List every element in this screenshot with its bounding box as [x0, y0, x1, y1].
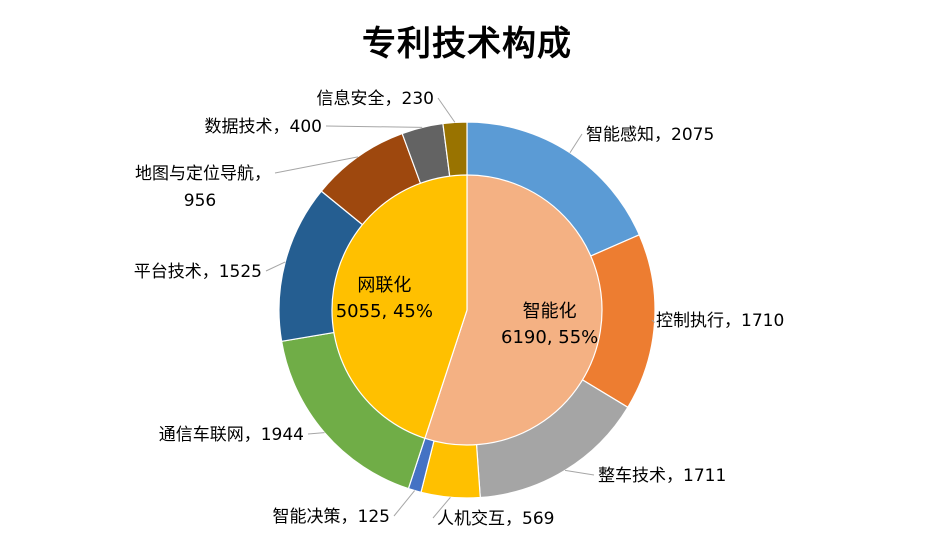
inner-label-value: 5055, 45%: [336, 301, 433, 322]
inner-label-name: 网联化: [357, 275, 411, 296]
inner-slice-1: [424, 174, 603, 446]
leader-line: [651, 319, 655, 323]
leader-line: [274, 156, 358, 174]
leader-line: [393, 490, 416, 517]
inner-label-name: 智能化: [523, 301, 577, 322]
leader-line: [432, 496, 451, 519]
leader-line: [569, 133, 583, 153]
outer-label: 整车技术，1711: [598, 466, 726, 486]
chart-title: 专利技术构成: [362, 24, 572, 64]
leader-line: [307, 432, 325, 435]
outer-label: 控制执行，1710: [656, 311, 784, 331]
leader-line: [265, 261, 286, 272]
outer-label: 人机交互，569: [437, 509, 554, 529]
outer-label: 数据技术，400: [205, 117, 322, 137]
inner-label-value: 6190, 55%: [501, 327, 598, 348]
outer-label: 智能感知，2075: [586, 125, 714, 145]
outer-label: 智能决策，125: [273, 507, 390, 527]
outer-label: 通信车联网，1944: [159, 425, 304, 445]
leader-line: [325, 125, 423, 128]
outer-label: 信息安全，230: [317, 89, 434, 109]
outer-label-line2: 956: [184, 191, 216, 211]
leader-line: [564, 469, 595, 476]
outer-label: 地图与定位导航，: [135, 164, 271, 184]
outer-label: 平台技术，1525: [134, 262, 262, 282]
leader-line: [437, 97, 456, 123]
inner-slice-2: [331, 174, 468, 440]
